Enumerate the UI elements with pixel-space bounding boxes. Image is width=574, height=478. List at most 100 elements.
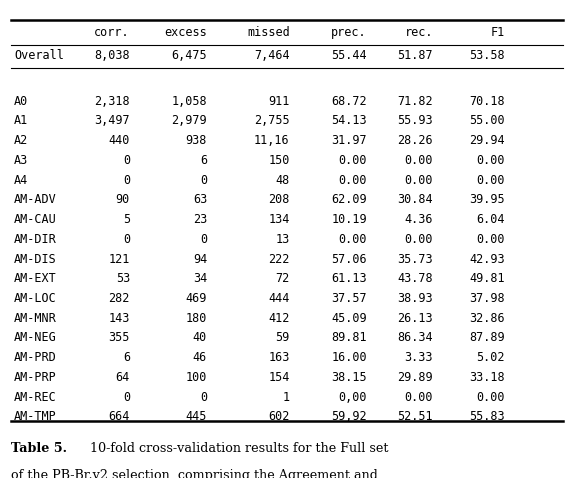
Text: 59: 59 [276, 331, 290, 345]
Text: A4: A4 [14, 174, 29, 186]
Text: 0: 0 [200, 174, 207, 186]
Text: missed: missed [247, 26, 290, 39]
Text: corr.: corr. [94, 26, 130, 39]
Text: AM-DIR: AM-DIR [14, 233, 57, 246]
Text: F1: F1 [490, 26, 505, 39]
Text: 5.02: 5.02 [476, 351, 505, 364]
Text: 602: 602 [269, 411, 290, 424]
Text: 6,475: 6,475 [172, 49, 207, 62]
Text: 54.13: 54.13 [331, 114, 367, 128]
Text: 0.00: 0.00 [476, 391, 505, 403]
Text: 90: 90 [116, 193, 130, 206]
Text: 0,00: 0,00 [339, 391, 367, 403]
Text: 208: 208 [269, 193, 290, 206]
Text: 13: 13 [276, 233, 290, 246]
Text: 45.09: 45.09 [331, 312, 367, 325]
Text: 355: 355 [108, 331, 130, 345]
Text: 0.00: 0.00 [339, 174, 367, 186]
Text: 0.00: 0.00 [476, 174, 505, 186]
Text: Overall: Overall [14, 49, 64, 62]
Text: 29.94: 29.94 [469, 134, 505, 147]
Text: excess: excess [164, 26, 207, 39]
Text: 0: 0 [200, 391, 207, 403]
Text: 412: 412 [269, 312, 290, 325]
Text: AM-PRP: AM-PRP [14, 371, 57, 384]
Text: A2: A2 [14, 134, 29, 147]
Text: A1: A1 [14, 114, 29, 128]
Text: 0.00: 0.00 [476, 233, 505, 246]
Text: 0.00: 0.00 [339, 154, 367, 167]
Text: 70.18: 70.18 [469, 95, 505, 108]
Text: 444: 444 [269, 292, 290, 305]
Text: 68.72: 68.72 [331, 95, 367, 108]
Text: 3.33: 3.33 [405, 351, 433, 364]
Text: 52.51: 52.51 [397, 411, 433, 424]
Text: A3: A3 [14, 154, 29, 167]
Text: 121: 121 [108, 252, 130, 266]
Text: 46: 46 [193, 351, 207, 364]
Text: 222: 222 [269, 252, 290, 266]
Text: 51.87: 51.87 [397, 49, 433, 62]
Text: rec.: rec. [405, 26, 433, 39]
Text: 35.73: 35.73 [397, 252, 433, 266]
Text: 30.84: 30.84 [397, 193, 433, 206]
Text: 150: 150 [269, 154, 290, 167]
Text: 0.00: 0.00 [405, 233, 433, 246]
Text: 38.15: 38.15 [331, 371, 367, 384]
Text: 42.93: 42.93 [469, 252, 505, 266]
Text: 2,755: 2,755 [254, 114, 290, 128]
Text: 4.36: 4.36 [405, 213, 433, 226]
Text: 8,038: 8,038 [94, 49, 130, 62]
Text: 154: 154 [269, 371, 290, 384]
Text: 6: 6 [200, 154, 207, 167]
Text: 6: 6 [123, 351, 130, 364]
Text: 40: 40 [193, 331, 207, 345]
Text: 100: 100 [186, 371, 207, 384]
Text: 39.95: 39.95 [469, 193, 505, 206]
Text: 55.44: 55.44 [331, 49, 367, 62]
Text: 282: 282 [108, 292, 130, 305]
Text: 1,058: 1,058 [172, 95, 207, 108]
Text: 94: 94 [193, 252, 207, 266]
Text: 38.93: 38.93 [397, 292, 433, 305]
Text: 911: 911 [269, 95, 290, 108]
Text: 938: 938 [186, 134, 207, 147]
Text: 64: 64 [116, 371, 130, 384]
Text: 664: 664 [108, 411, 130, 424]
Text: 143: 143 [108, 312, 130, 325]
Text: 3,497: 3,497 [94, 114, 130, 128]
Text: 29.89: 29.89 [397, 371, 433, 384]
Text: 1: 1 [282, 391, 290, 403]
Text: prec.: prec. [331, 26, 367, 39]
Text: AM-LOC: AM-LOC [14, 292, 57, 305]
Text: 33.18: 33.18 [469, 371, 505, 384]
Text: 37.98: 37.98 [469, 292, 505, 305]
Text: 5: 5 [123, 213, 130, 226]
Text: 0: 0 [200, 233, 207, 246]
Text: 10.19: 10.19 [331, 213, 367, 226]
Text: AM-MNR: AM-MNR [14, 312, 57, 325]
Text: 16.00: 16.00 [331, 351, 367, 364]
Text: of the PB-Br.v2 selection, comprising the Agreement and: of the PB-Br.v2 selection, comprising th… [11, 468, 378, 478]
Text: 55.00: 55.00 [469, 114, 505, 128]
Text: 87.89: 87.89 [469, 331, 505, 345]
Text: 53: 53 [116, 272, 130, 285]
Text: 0: 0 [123, 154, 130, 167]
Text: AM-ADV: AM-ADV [14, 193, 57, 206]
Text: 440: 440 [108, 134, 130, 147]
Text: 43.78: 43.78 [397, 272, 433, 285]
Text: 49.81: 49.81 [469, 272, 505, 285]
Text: AM-TMP: AM-TMP [14, 411, 57, 424]
Text: 2,318: 2,318 [94, 95, 130, 108]
Text: 62.09: 62.09 [331, 193, 367, 206]
Text: 31.97: 31.97 [331, 134, 367, 147]
Text: AM-REC: AM-REC [14, 391, 57, 403]
Text: 11,16: 11,16 [254, 134, 290, 147]
Text: 72: 72 [276, 272, 290, 285]
Text: 0.00: 0.00 [405, 174, 433, 186]
Text: A0: A0 [14, 95, 29, 108]
Text: 0.00: 0.00 [405, 154, 433, 167]
Text: 57.06: 57.06 [331, 252, 367, 266]
Text: AM-CAU: AM-CAU [14, 213, 57, 226]
Text: 32.86: 32.86 [469, 312, 505, 325]
